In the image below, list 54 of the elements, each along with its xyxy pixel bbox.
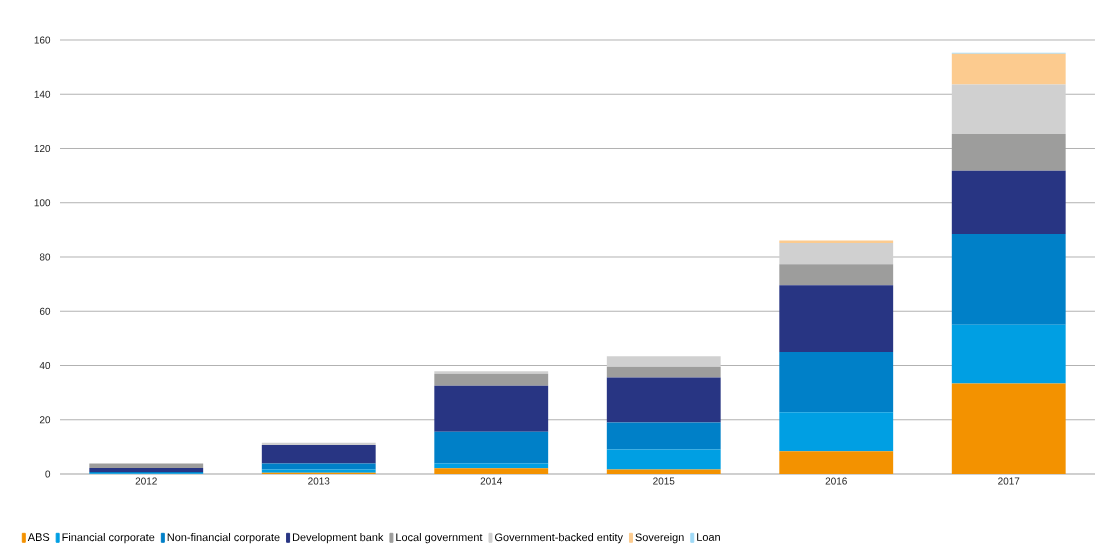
y-tick-label: 100 <box>34 199 51 207</box>
x-tick-label: 2016 <box>825 477 847 485</box>
bar <box>951 134 1066 171</box>
bar <box>606 422 721 450</box>
y-tick-label: 60 <box>39 307 51 315</box>
bar <box>779 451 894 474</box>
x-tick-label: 2015 <box>653 477 675 485</box>
y-tick-label: 140 <box>34 90 51 98</box>
bar <box>434 463 549 469</box>
x-tick-label: 2014 <box>480 477 503 485</box>
bar <box>434 385 549 432</box>
legend-label: ABS <box>27 533 50 541</box>
bar <box>89 463 204 469</box>
bar <box>779 285 894 352</box>
bar <box>779 240 894 243</box>
bar <box>606 366 721 378</box>
bar <box>951 383 1066 474</box>
legend-label: Loan <box>697 533 720 541</box>
y-tick-label: 80 <box>39 253 51 261</box>
bar <box>89 468 204 473</box>
bar <box>261 444 376 464</box>
bar <box>951 233 1066 325</box>
bar <box>606 356 721 367</box>
bar <box>434 431 549 464</box>
bar <box>951 53 1066 85</box>
legend-label: Local government <box>396 533 483 544</box>
bar <box>434 468 549 474</box>
y-tick-label: 20 <box>39 416 51 424</box>
legend-label: Development bank <box>292 533 384 544</box>
bar <box>779 412 894 452</box>
bar <box>951 324 1066 384</box>
bar <box>606 469 721 474</box>
y-tick-label: 40 <box>39 361 51 370</box>
legend-label: Non-financial corporate <box>167 533 280 544</box>
x-tick-label: 2013 <box>308 477 330 485</box>
y-tick-label: 0 <box>45 470 51 478</box>
bar <box>261 463 376 470</box>
x-tick-label: 2017 <box>998 477 1020 485</box>
bar <box>779 264 894 286</box>
bar <box>779 351 894 413</box>
bar <box>606 449 721 470</box>
bar <box>779 242 894 265</box>
y-tick-label: 120 <box>34 144 51 153</box>
bar <box>951 84 1066 135</box>
legend-label: Sovereign <box>635 533 684 544</box>
y-tick-label: 160 <box>34 36 51 44</box>
bar <box>434 371 549 374</box>
bar <box>434 373 549 386</box>
bar <box>261 442 376 445</box>
legend-label: Government-backed entity <box>495 533 623 544</box>
x-tick-label: 2012 <box>135 477 157 485</box>
bar <box>951 170 1066 234</box>
legend-label: Financial corporate <box>62 533 155 544</box>
bar <box>606 377 721 423</box>
